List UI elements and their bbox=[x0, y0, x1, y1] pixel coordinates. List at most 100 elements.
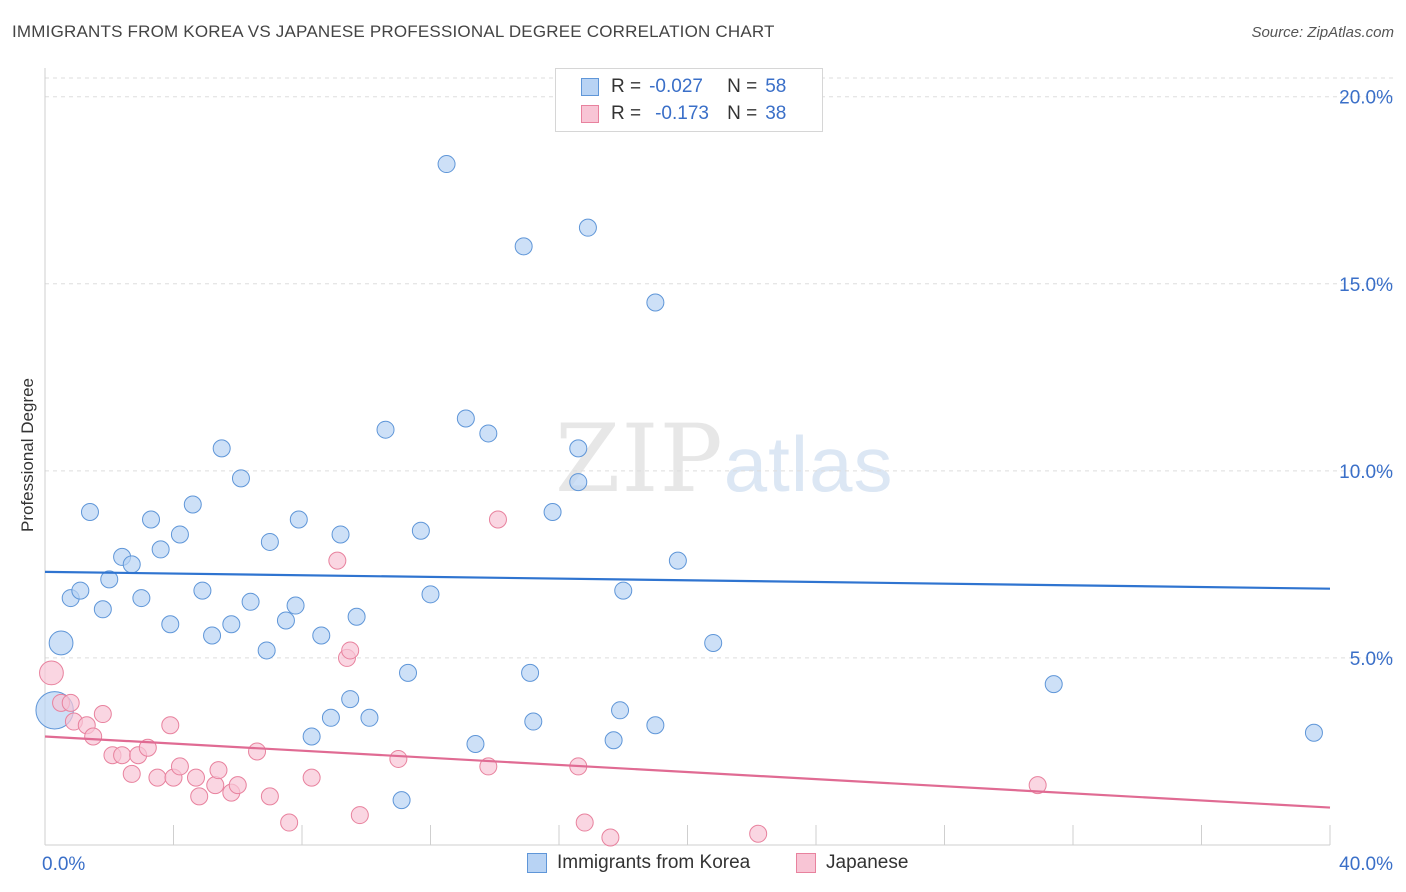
point-korea bbox=[170, 525, 189, 544]
point-korea bbox=[466, 734, 485, 753]
point-korea bbox=[151, 540, 170, 559]
point-japanese bbox=[209, 761, 228, 780]
point-korea bbox=[312, 626, 331, 645]
point-korea bbox=[257, 641, 276, 660]
point-korea bbox=[276, 611, 295, 630]
point-japanese bbox=[488, 510, 507, 529]
point-japanese bbox=[148, 768, 167, 787]
point-korea bbox=[71, 581, 90, 600]
legend-n-value-japanese: 38 bbox=[765, 103, 787, 124]
y-axis-label: Professional Degree bbox=[18, 377, 37, 533]
watermark-zip: ZIP bbox=[555, 405, 724, 514]
legend-r-value-japanese: -0.173 bbox=[655, 103, 709, 124]
point-japanese bbox=[186, 768, 205, 787]
point-korea bbox=[289, 510, 308, 529]
point-korea bbox=[183, 495, 202, 514]
point-korea bbox=[421, 585, 440, 604]
point-korea bbox=[331, 525, 350, 544]
point-japanese bbox=[601, 828, 620, 847]
series-legend-japanese[interactable]: Japanese bbox=[796, 852, 908, 874]
legend-swatch-korea bbox=[581, 78, 599, 96]
point-korea bbox=[479, 424, 498, 443]
point-japanese bbox=[113, 746, 132, 765]
series-legend: Immigrants from Korea Japanese bbox=[0, 852, 1406, 876]
y-tick-label: 5.0% bbox=[1350, 649, 1393, 670]
point-korea bbox=[456, 409, 475, 428]
point-japanese bbox=[39, 660, 64, 686]
point-korea bbox=[132, 589, 151, 608]
point-korea bbox=[212, 439, 231, 458]
source-label: Source: ZipAtlas.com bbox=[1251, 24, 1394, 41]
point-korea bbox=[100, 570, 119, 589]
point-korea bbox=[543, 503, 562, 522]
point-korea bbox=[341, 690, 360, 709]
point-korea bbox=[569, 473, 588, 492]
watermark-atlas: atlas bbox=[723, 420, 894, 508]
point-korea bbox=[80, 503, 99, 522]
point-korea bbox=[241, 592, 260, 611]
point-korea bbox=[1304, 723, 1323, 742]
point-japanese bbox=[228, 776, 247, 795]
point-japanese bbox=[93, 705, 112, 724]
point-korea bbox=[569, 439, 588, 458]
point-korea bbox=[514, 237, 533, 256]
point-korea bbox=[193, 581, 212, 600]
legend-r-value-korea: -0.027 bbox=[649, 76, 703, 97]
point-korea bbox=[614, 581, 633, 600]
point-korea bbox=[321, 708, 340, 727]
trendline-japanese bbox=[44, 735, 1331, 809]
point-korea bbox=[524, 712, 543, 731]
point-japanese bbox=[1028, 776, 1047, 795]
point-japanese bbox=[190, 787, 209, 806]
legend-swatch-japanese bbox=[581, 105, 599, 123]
point-korea bbox=[48, 630, 74, 656]
series-swatch-japanese bbox=[796, 853, 816, 873]
x-tick-label: 40.0% bbox=[1339, 854, 1393, 875]
legend-r-label: R = bbox=[611, 76, 642, 97]
legend-n-label: N = bbox=[727, 103, 758, 124]
point-japanese bbox=[170, 757, 189, 776]
point-japanese bbox=[260, 787, 279, 806]
point-korea bbox=[521, 663, 540, 682]
point-korea bbox=[260, 532, 279, 551]
point-korea bbox=[122, 555, 141, 574]
point-korea bbox=[392, 791, 411, 810]
point-korea bbox=[347, 607, 366, 626]
point-korea bbox=[161, 615, 180, 634]
legend-row-japanese: R = -0.173 N = 38 bbox=[581, 102, 786, 126]
point-korea bbox=[203, 626, 222, 645]
x-tick-label: 0.0% bbox=[42, 854, 85, 875]
series-legend-korea[interactable]: Immigrants from Korea bbox=[527, 852, 750, 874]
point-japanese bbox=[122, 764, 141, 783]
point-japanese bbox=[206, 776, 225, 795]
point-korea bbox=[611, 701, 630, 720]
legend-n-value-korea: 58 bbox=[765, 76, 787, 97]
point-korea bbox=[646, 716, 665, 735]
point-korea bbox=[142, 510, 161, 529]
point-japanese bbox=[328, 551, 347, 570]
point-japanese bbox=[389, 749, 408, 768]
point-japanese bbox=[280, 813, 299, 832]
point-japanese bbox=[61, 693, 80, 712]
point-japanese bbox=[161, 716, 180, 735]
point-korea bbox=[704, 633, 723, 652]
chart-title: IMMIGRANTS FROM KOREA VS JAPANESE PROFES… bbox=[12, 22, 775, 41]
legend-r-label: R = bbox=[611, 103, 642, 124]
point-korea bbox=[360, 708, 379, 727]
point-korea bbox=[222, 615, 241, 634]
point-japanese bbox=[575, 813, 594, 832]
y-tick-label: 15.0% bbox=[1339, 275, 1393, 296]
series-name-japanese: Japanese bbox=[826, 852, 909, 873]
trendline-korea bbox=[44, 570, 1331, 590]
watermark: ZIPatlas bbox=[555, 405, 893, 514]
point-korea bbox=[399, 663, 418, 682]
point-japanese bbox=[350, 806, 369, 825]
point-korea bbox=[286, 596, 305, 615]
correlation-legend: R = -0.027 N = 58 R = -0.173 N = 38 bbox=[555, 68, 823, 132]
series-swatch-korea bbox=[527, 853, 547, 873]
point-japanese bbox=[248, 742, 267, 761]
point-korea bbox=[604, 731, 623, 750]
point-korea bbox=[578, 218, 597, 237]
point-japanese bbox=[341, 641, 360, 660]
